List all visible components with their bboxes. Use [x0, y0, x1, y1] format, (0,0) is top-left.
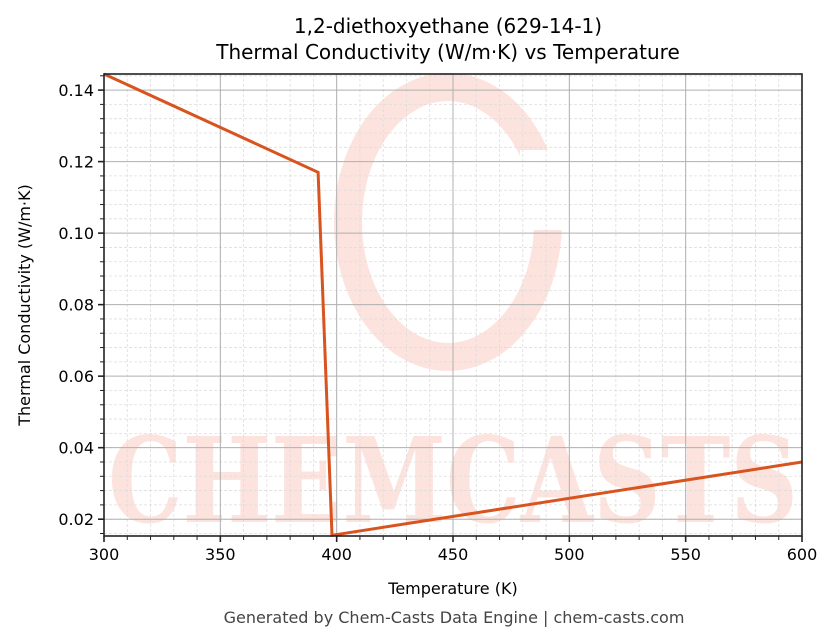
y-axis-label: Thermal Conductivity (W/m·K)	[15, 184, 34, 427]
x-tick-label: 600	[787, 545, 818, 564]
y-tick-label: 0.04	[58, 439, 94, 458]
x-tick-label: 500	[554, 545, 585, 564]
x-tick-label: 300	[89, 545, 120, 564]
footer-credit: Generated by Chem-Casts Data Engine | ch…	[223, 608, 685, 627]
y-axis-ticks: 0.02 0.04 0.06 0.08 0.10 0.12 0.14	[58, 75, 104, 534]
x-axis-label: Temperature (K)	[387, 579, 517, 598]
y-tick-label: 0.02	[58, 510, 94, 529]
x-tick-label: 450	[438, 545, 469, 564]
x-axis-ticks: 300 350 400 450 500 550 600	[89, 536, 818, 564]
y-tick-label: 0.06	[58, 367, 94, 386]
x-tick-label: 400	[321, 545, 352, 564]
chart-title-line2: Thermal Conductivity (W/m·K) vs Temperat…	[216, 40, 680, 64]
y-tick-label: 0.14	[58, 81, 94, 100]
y-tick-label: 0.08	[58, 296, 94, 315]
y-tick-label: 0.10	[58, 224, 94, 243]
chart-title-line1: 1,2-diethoxyethane (629-14-1)	[293, 14, 603, 38]
x-tick-label: 550	[670, 545, 701, 564]
x-tick-label: 350	[205, 545, 236, 564]
data-series-line	[103, 72, 803, 538]
y-tick-label: 0.12	[58, 153, 94, 172]
